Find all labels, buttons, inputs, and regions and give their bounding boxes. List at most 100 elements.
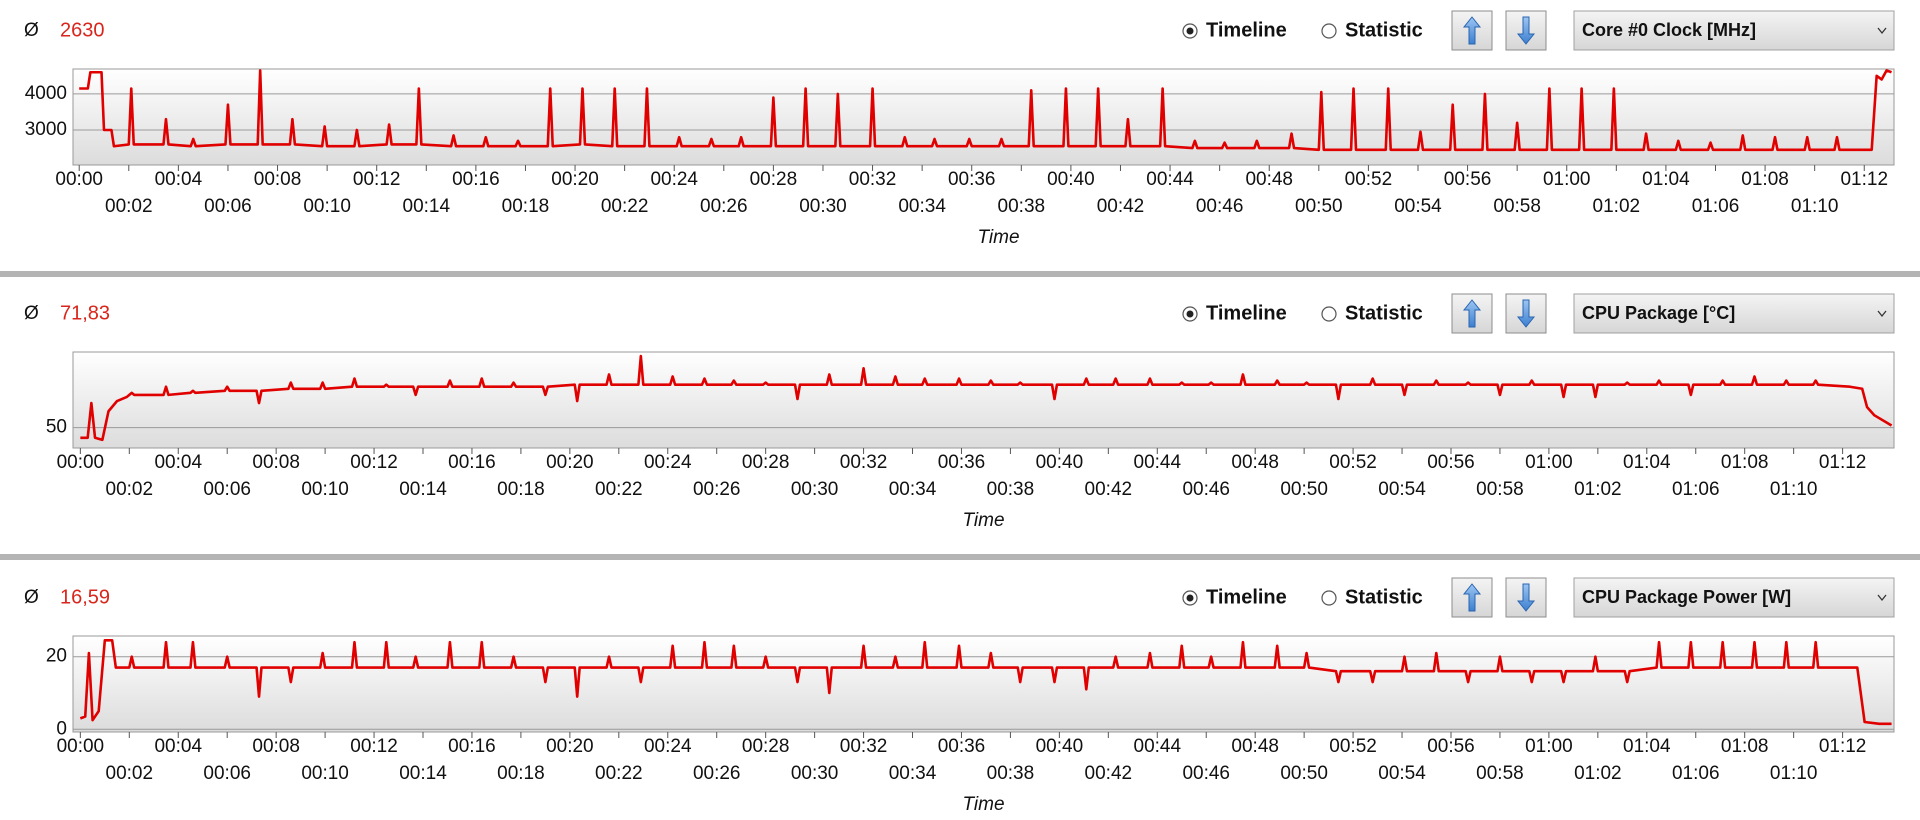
x-tick-label: 00:06 (204, 196, 252, 217)
x-tick-label: 01:10 (1791, 196, 1839, 217)
dropdown-box[interactable] (1573, 10, 1895, 51)
x-tick-label: 00:02 (105, 196, 153, 217)
dropdown-value[interactable]: Core #0 Clock [MHz] (1582, 20, 1756, 40)
x-tick-label: 00:30 (799, 196, 847, 217)
x-tick-label: 00:20 (546, 736, 594, 757)
x-tick-label: 00:52 (1329, 452, 1377, 473)
x-tick-label: 00:08 (252, 452, 300, 473)
x-tick-label: 00:56 (1427, 736, 1475, 757)
x-tick-label: 01:04 (1642, 169, 1690, 190)
dropdown-value[interactable]: CPU Package Power [W] (1582, 587, 1791, 607)
x-tick-label: 00:04 (154, 736, 202, 757)
radio-label[interactable]: Timeline (1206, 302, 1287, 324)
move-up-button[interactable] (1451, 577, 1493, 618)
x-tick-label: 00:54 (1394, 196, 1442, 217)
x-tick-label: 00:22 (601, 196, 649, 217)
radio-label[interactable]: Statistic (1345, 586, 1423, 608)
x-tick-label: 00:26 (693, 763, 741, 784)
x-tick-label: 00:22 (595, 763, 643, 784)
x-tick-label: 00:02 (106, 479, 154, 500)
x-tick-label: 00:56 (1427, 452, 1475, 473)
x-tick-label: 00:12 (350, 736, 398, 757)
x-tick-label: 00:10 (301, 763, 349, 784)
radio-option[interactable]: Timeline (1182, 19, 1287, 41)
sensor-dropdown[interactable]: CPU Package [°C] (1573, 293, 1895, 334)
x-tick-label: 01:08 (1741, 169, 1789, 190)
x-tick-label: 00:44 (1134, 452, 1182, 473)
x-tick-label: 00:58 (1476, 479, 1524, 500)
radio-option[interactable]: Timeline (1182, 586, 1287, 608)
x-tick-label: 00:40 (1036, 736, 1084, 757)
x-tick-label: 00:14 (399, 763, 447, 784)
x-tick-label: 01:00 (1525, 736, 1573, 757)
x-tick-label: 01:08 (1721, 736, 1769, 757)
x-tick-label: 00:36 (948, 169, 996, 190)
x-tick-label: 00:14 (403, 196, 451, 217)
x-tick-label: 00:44 (1146, 169, 1194, 190)
x-tick-label: 00:36 (938, 452, 986, 473)
x-tick-label: 00:50 (1280, 763, 1328, 784)
move-down-button[interactable] (1505, 293, 1547, 334)
dropdown-box[interactable] (1573, 293, 1895, 334)
radio-option[interactable]: Statistic (1321, 19, 1423, 41)
x-tick-label: 00:12 (353, 169, 401, 190)
x-tick-label: 00:16 (452, 169, 500, 190)
x-tick-label: 00:48 (1245, 169, 1293, 190)
move-up-button[interactable] (1451, 293, 1493, 334)
x-tick-label: 00:38 (987, 763, 1035, 784)
x-tick-label: 00:18 (502, 196, 550, 217)
dropdown-box[interactable] (1573, 577, 1895, 618)
radio-label[interactable]: Timeline (1206, 586, 1287, 608)
x-axis-title: Time (962, 794, 1004, 815)
move-down-button[interactable] (1505, 577, 1547, 618)
x-tick-label: 00:52 (1329, 736, 1377, 757)
x-tick-label: 00:22 (595, 479, 643, 500)
radio-option[interactable]: Statistic (1321, 586, 1423, 608)
x-tick-label: 00:54 (1378, 763, 1426, 784)
sensor-dropdown[interactable]: CPU Package Power [W] (1573, 577, 1895, 618)
x-tick-label: 01:10 (1770, 763, 1818, 784)
x-tick-label: 00:40 (1036, 452, 1084, 473)
x-tick-label: 00:42 (1097, 196, 1145, 217)
move-down-button[interactable] (1505, 10, 1547, 51)
x-tick-label: 00:24 (650, 169, 698, 190)
radio-label[interactable]: Timeline (1206, 19, 1287, 41)
x-tick-label: 00:14 (399, 479, 447, 500)
radio-label[interactable]: Statistic (1345, 302, 1423, 324)
x-tick-label: 00:28 (750, 169, 798, 190)
radio-button[interactable] (1321, 23, 1337, 39)
radio-label[interactable]: Statistic (1345, 19, 1423, 41)
sensor-panel: Ø 16,59 Timeline Statistic CPU Package Power… (24, 577, 1895, 815)
x-tick-label: 00:18 (497, 763, 545, 784)
x-tick-label: 00:10 (301, 479, 349, 500)
sensor-dropdown[interactable]: Core #0 Clock [MHz] (1573, 10, 1895, 51)
x-tick-label: 00:20 (546, 452, 594, 473)
x-tick-label: 00:04 (154, 452, 202, 473)
move-up-button[interactable] (1451, 10, 1493, 51)
x-axis-title: Time (962, 510, 1004, 531)
x-tick-label: 01:06 (1672, 479, 1720, 500)
y-tick-label: 0 (56, 718, 67, 739)
radio-option[interactable]: Timeline (1182, 302, 1287, 324)
x-tick-label: 01:06 (1672, 763, 1720, 784)
x-tick-label: 00:08 (252, 736, 300, 757)
x-tick-label: 00:06 (203, 763, 251, 784)
x-tick-label: 01:00 (1525, 452, 1573, 473)
x-tick-label: 00:02 (106, 763, 154, 784)
average-symbol: Ø (24, 20, 39, 41)
radio-option[interactable]: Statistic (1321, 302, 1423, 324)
arrow-icon (1516, 299, 1536, 328)
dropdown-value[interactable]: CPU Package [°C] (1582, 303, 1735, 323)
average-symbol: Ø (24, 303, 39, 324)
x-tick-label: 00:18 (497, 479, 545, 500)
x-tick-label: 00:00 (57, 736, 105, 757)
x-tick-label: 01:10 (1770, 479, 1818, 500)
radio-button[interactable] (1321, 306, 1337, 322)
data-line (79, 639, 1892, 726)
x-tick-label: 00:34 (898, 196, 946, 217)
radio-button[interactable] (1321, 590, 1337, 606)
x-tick-label: 01:00 (1543, 169, 1591, 190)
x-tick-label: 01:12 (1819, 452, 1867, 473)
radio-dot (1186, 594, 1194, 602)
data-line (80, 354, 1893, 442)
